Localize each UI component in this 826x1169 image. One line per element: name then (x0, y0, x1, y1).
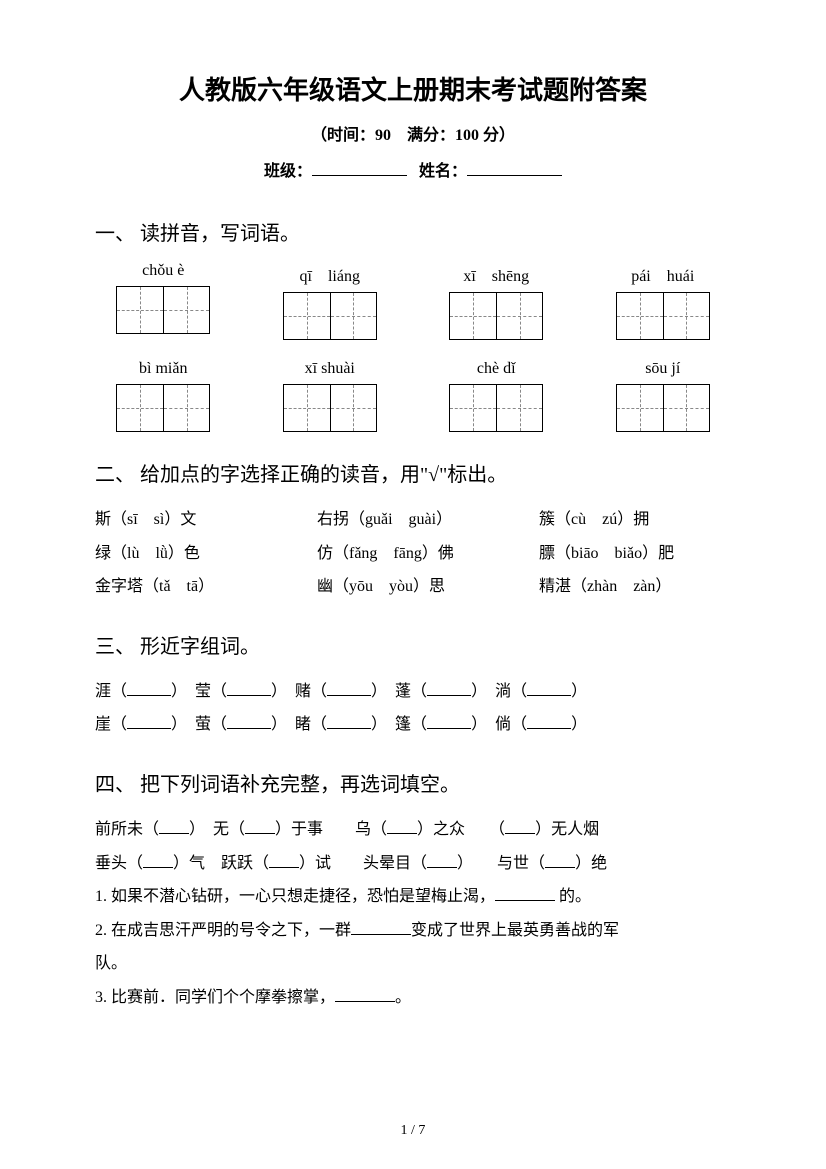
pinyin-item: chǒu è (95, 262, 232, 340)
name-blank[interactable] (467, 160, 562, 176)
section-3-head: 三、 形近字组词。 (95, 630, 731, 659)
pinyin-label: chè dǐ (477, 360, 516, 378)
s4-q2c: 队。 (95, 947, 731, 981)
blank[interactable] (127, 728, 171, 729)
q2-cell: 斯（sī sì）文 (95, 503, 287, 537)
q2-cell: 仿（fǎng fāng）佛 (317, 537, 509, 571)
q2-cell: 幽（yōu yòu）思 (317, 570, 509, 604)
pinyin-item: xī shēng (428, 262, 565, 340)
blank[interactable] (387, 833, 417, 834)
char-box-pair[interactable] (283, 292, 377, 340)
pinyin-label: pái huái (631, 262, 694, 286)
char-box-pair[interactable] (616, 384, 710, 432)
s4-q3: 3. 比赛前．同学们个个摩拳擦掌，。 (95, 981, 731, 1015)
blank[interactable] (327, 695, 371, 696)
pinyin-label: sōu jí (645, 360, 680, 378)
blank[interactable] (505, 833, 535, 834)
q2-cell: 精湛（zhàn zàn） (539, 570, 731, 604)
pinyin-item: sōu jí (595, 360, 732, 432)
blank[interactable] (545, 867, 575, 868)
blank[interactable] (351, 934, 411, 935)
pinyin-label: chǒu è (142, 262, 184, 280)
blank[interactable] (427, 867, 457, 868)
pinyin-item: chè dǐ (428, 360, 565, 432)
pinyin-item: pái huái (595, 262, 732, 340)
exam-page: 人教版六年级语文上册期末考试题附答案 （时间：90 满分：100 分） 班级： … (0, 0, 826, 1169)
blank[interactable] (527, 695, 571, 696)
q2-row: 绿（lù lǜ）色 仿（fǎng fāng）佛 膘（biāo biǎo）肥 (95, 537, 731, 571)
pinyin-item: bì miǎn (95, 360, 232, 432)
pinyin-label: xī shuài (305, 360, 355, 378)
char-box-pair[interactable] (116, 286, 210, 334)
blank[interactable] (159, 833, 189, 834)
q2-cell: 簇（cù zú）拥 (539, 503, 731, 537)
char-box-pair[interactable] (116, 384, 210, 432)
char-box-pair[interactable] (449, 292, 543, 340)
page-number: 1 / 7 (0, 1123, 826, 1139)
name-label: 姓名： (419, 163, 467, 180)
char-box-pair[interactable] (449, 384, 543, 432)
section-3-body: 涯（） 莹（） 赌（） 蓬（） 淌（） 崖（） 萤（） 睹（） 篷（） 倘（） (95, 675, 731, 742)
class-blank[interactable] (312, 160, 407, 176)
pinyin-label: xī shēng (463, 262, 529, 286)
blank[interactable] (427, 728, 471, 729)
pinyin-grid: chǒu è qī liáng xī shēng pái huái bì miǎ… (95, 262, 731, 432)
s4-q1: 1. 如果不潜心钻研，一心只想走捷径，恐怕是望梅止渴， 的。 (95, 880, 731, 914)
blank[interactable] (269, 867, 299, 868)
q2-cell: 右拐（guǎi guài） (317, 503, 509, 537)
q2-row: 金字塔（tǎ tā） 幽（yōu yòu）思 精湛（zhàn zàn） (95, 570, 731, 604)
blank[interactable] (335, 1001, 395, 1002)
blank[interactable] (327, 728, 371, 729)
pinyin-row-1: chǒu è qī liáng xī shēng pái huái (95, 262, 731, 340)
section-1-head: 一、 读拼音，写词语。 (95, 217, 731, 246)
s3-row: 涯（） 莹（） 赌（） 蓬（） 淌（） (95, 675, 731, 709)
class-label: 班级： (264, 163, 312, 180)
section-4-head: 四、 把下列词语补充完整，再选词填空。 (95, 768, 731, 797)
char-box-pair[interactable] (283, 384, 377, 432)
blank[interactable] (495, 900, 555, 901)
s4-q2: 2. 在成吉思汗严明的号令之下，一群变成了世界上最英勇善战的军 (95, 914, 731, 948)
q2-row: 斯（sī sì）文 右拐（guǎi guài） 簇（cù zú）拥 (95, 503, 731, 537)
q2-cell: 膘（biāo biǎo）肥 (539, 537, 731, 571)
q2-cell: 绿（lù lǜ）色 (95, 537, 287, 571)
pinyin-item: xī shuài (262, 360, 399, 432)
page-title: 人教版六年级语文上册期末考试题附答案 (95, 70, 731, 107)
s4-line: 前所未（） 无（）于事 乌（）之众 （）无人烟 (95, 813, 731, 847)
blank[interactable] (227, 728, 271, 729)
page-subtitle: （时间：90 满分：100 分） (95, 121, 731, 145)
char-box-pair[interactable] (616, 292, 710, 340)
section-4-body: 前所未（） 无（）于事 乌（）之众 （）无人烟 垂头（）气 跃跃（）试 头晕目（… (95, 813, 731, 1015)
blank[interactable] (143, 867, 173, 868)
student-info-line: 班级： 姓名： (95, 157, 731, 181)
s3-row: 崖（） 萤（） 睹（） 篷（） 倘（） (95, 708, 731, 742)
section-2-body: 斯（sī sì）文 右拐（guǎi guài） 簇（cù zú）拥 绿（lù l… (95, 503, 731, 604)
pinyin-row-2: bì miǎn xī shuài chè dǐ sōu jí (95, 360, 731, 432)
pinyin-item: qī liáng (262, 262, 399, 340)
blank[interactable] (427, 695, 471, 696)
section-2-head: 二、 给加点的字选择正确的读音，用"√"标出。 (95, 458, 731, 487)
q2-cell: 金字塔（tǎ tā） (95, 570, 287, 604)
pinyin-label: bì miǎn (139, 360, 187, 378)
blank[interactable] (227, 695, 271, 696)
blank[interactable] (245, 833, 275, 834)
s4-line: 垂头（）气 跃跃（）试 头晕目（） 与世（）绝 (95, 847, 731, 881)
blank[interactable] (527, 728, 571, 729)
pinyin-label: qī liáng (300, 262, 360, 286)
blank[interactable] (127, 695, 171, 696)
